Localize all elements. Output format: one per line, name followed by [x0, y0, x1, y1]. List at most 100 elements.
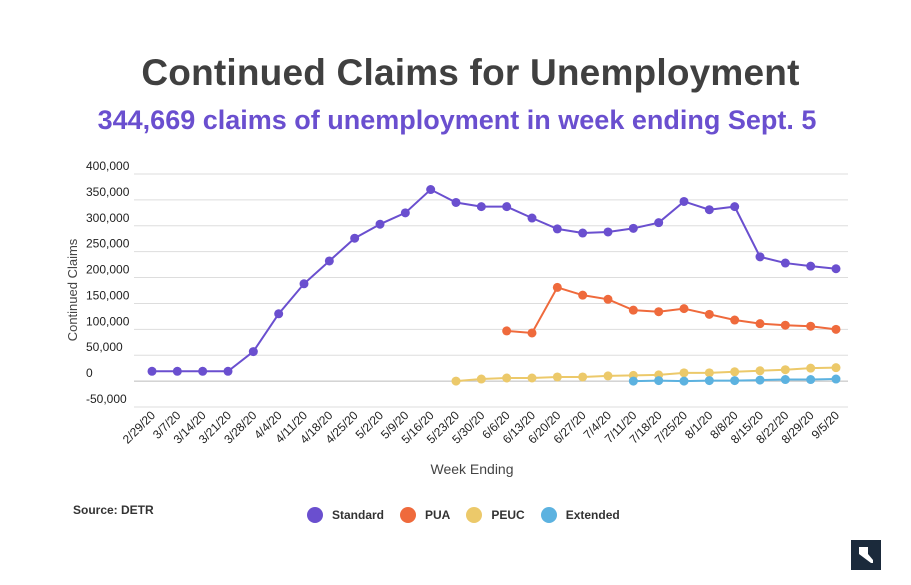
- data-point-standard[interactable]: [679, 196, 689, 206]
- data-point-peuc[interactable]: [730, 367, 740, 377]
- data-point-extended[interactable]: [628, 376, 638, 386]
- data-point-extended[interactable]: [730, 376, 740, 386]
- y-tick-label: -50,000: [86, 392, 127, 406]
- data-point-standard[interactable]: [578, 228, 588, 238]
- data-point-extended[interactable]: [780, 375, 790, 385]
- x-tick-label: 8/1/20: [682, 408, 716, 442]
- data-point-peuc[interactable]: [527, 373, 537, 383]
- data-point-pua[interactable]: [755, 319, 765, 329]
- y-tick-label: 300,000: [86, 211, 130, 225]
- y-tick-label: 200,000: [86, 263, 130, 277]
- series-standard: [147, 185, 841, 376]
- series-line-standard: [152, 188, 837, 373]
- data-point-standard[interactable]: [324, 256, 334, 266]
- data-point-standard[interactable]: [755, 252, 765, 262]
- data-point-peuc[interactable]: [780, 365, 790, 375]
- data-point-standard[interactable]: [831, 264, 841, 274]
- x-tick-label: 2/29/20: [120, 408, 158, 446]
- y-tick-label: 100,000: [86, 314, 130, 328]
- data-point-standard[interactable]: [172, 366, 182, 376]
- data-point-extended[interactable]: [806, 375, 816, 385]
- data-point-standard[interactable]: [806, 261, 816, 271]
- data-point-peuc[interactable]: [502, 373, 512, 383]
- data-point-standard[interactable]: [527, 213, 537, 223]
- data-point-peuc[interactable]: [704, 368, 714, 378]
- data-point-standard[interactable]: [704, 205, 714, 215]
- x-tick-label: 9/5/20: [809, 408, 843, 442]
- nevada-shape-icon: [859, 547, 873, 563]
- data-point-standard[interactable]: [552, 224, 562, 234]
- data-point-pua[interactable]: [780, 320, 790, 330]
- series-line-peuc: [455, 366, 837, 383]
- data-point-standard[interactable]: [730, 202, 740, 212]
- data-point-pua[interactable]: [679, 304, 689, 314]
- chart-subtitle: 344,669 claims of unemployment in week e…: [97, 105, 817, 135]
- line-chart: 400,000 350,000 300,000 250,000 200,000 150,0…: [65, 159, 848, 477]
- data-point-peuc[interactable]: [831, 363, 841, 373]
- data-point-pua[interactable]: [730, 315, 740, 325]
- legend-item-pua[interactable]: PUA: [400, 507, 450, 523]
- data-point-standard[interactable]: [400, 208, 410, 218]
- data-point-standard[interactable]: [603, 227, 613, 237]
- data-point-pua[interactable]: [502, 326, 512, 336]
- legend-label-pua: PUA: [425, 508, 451, 522]
- y-tick-label: 250,000: [86, 237, 130, 251]
- y-tick-label: 150,000: [86, 288, 130, 302]
- y-axis-ticks: 400,000 350,000 300,000 250,000 200,000 150,0…: [86, 159, 130, 406]
- data-point-pua[interactable]: [527, 328, 537, 338]
- data-point-peuc[interactable]: [679, 368, 689, 378]
- data-point-peuc[interactable]: [578, 372, 588, 382]
- data-point-extended[interactable]: [704, 376, 714, 386]
- data-point-standard[interactable]: [350, 233, 360, 243]
- data-point-standard[interactable]: [628, 223, 638, 233]
- data-point-standard[interactable]: [502, 202, 512, 212]
- series-lines: [147, 185, 841, 386]
- data-point-standard[interactable]: [147, 366, 157, 376]
- x-tick-label: 5/2/20: [353, 408, 387, 442]
- data-point-pua[interactable]: [578, 290, 588, 300]
- data-point-pua[interactable]: [831, 324, 841, 334]
- data-point-pua[interactable]: [704, 309, 714, 319]
- data-point-peuc[interactable]: [603, 371, 613, 381]
- data-point-pua[interactable]: [806, 321, 816, 331]
- data-point-standard[interactable]: [654, 218, 664, 228]
- data-point-pua[interactable]: [603, 294, 613, 304]
- data-point-pua[interactable]: [654, 307, 664, 317]
- legend-label-standard: Standard: [332, 508, 385, 522]
- data-point-extended[interactable]: [679, 376, 689, 386]
- legend-dot-extended: [540, 507, 557, 523]
- data-point-extended[interactable]: [831, 374, 841, 384]
- y-axis-label: Continued Claims: [65, 238, 80, 341]
- data-point-extended[interactable]: [654, 376, 664, 386]
- data-point-peuc[interactable]: [476, 374, 486, 384]
- x-axis-ticks: 2/29/203/7/203/14/203/21/203/28/204/4/20…: [120, 408, 842, 446]
- data-point-pua[interactable]: [552, 282, 562, 292]
- data-point-peuc[interactable]: [552, 372, 562, 382]
- data-point-peuc[interactable]: [755, 366, 765, 376]
- data-point-standard[interactable]: [198, 366, 208, 376]
- data-point-standard[interactable]: [299, 279, 309, 289]
- legend: Standard PUA PEUC Extended: [307, 507, 620, 523]
- data-point-standard[interactable]: [375, 219, 385, 229]
- series-peuc: [451, 363, 841, 386]
- data-point-extended[interactable]: [755, 375, 765, 385]
- data-point-peuc[interactable]: [451, 376, 461, 386]
- legend-dot-pua: [400, 507, 417, 523]
- data-point-standard[interactable]: [780, 258, 790, 268]
- data-point-standard[interactable]: [248, 347, 258, 357]
- y-tick-label: 400,000: [86, 159, 130, 173]
- y-tick-label: 350,000: [86, 185, 130, 199]
- data-point-peuc[interactable]: [806, 363, 816, 373]
- data-point-standard[interactable]: [426, 185, 436, 195]
- legend-item-peuc[interactable]: PEUC: [466, 507, 525, 523]
- data-point-standard[interactable]: [223, 366, 233, 376]
- data-point-pua[interactable]: [628, 305, 638, 315]
- data-point-standard[interactable]: [451, 197, 461, 207]
- source-note: Source: DETR: [73, 503, 154, 517]
- nevada-logo-icon: [851, 540, 881, 570]
- legend-item-extended[interactable]: Extended: [540, 507, 620, 523]
- x-axis-label: Week Ending: [430, 461, 513, 477]
- legend-item-standard[interactable]: Standard: [307, 507, 384, 523]
- data-point-standard[interactable]: [476, 202, 486, 212]
- data-point-standard[interactable]: [274, 309, 284, 319]
